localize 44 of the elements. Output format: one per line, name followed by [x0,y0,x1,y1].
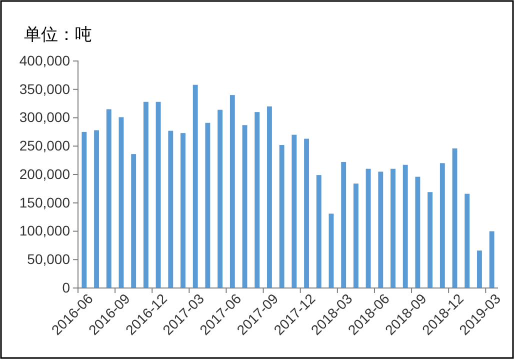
bar [304,138,309,288]
chart-title: 单位：吨 [24,25,92,44]
bar [168,130,174,288]
bar [452,148,458,288]
y-tick-label: 100,000 [19,222,70,239]
bar [192,84,198,288]
bar [82,132,87,288]
bar [366,168,371,288]
bar [205,122,210,288]
bar [316,175,322,288]
bar [254,112,260,288]
y-tick-label: 50,000 [27,251,70,268]
bar [402,164,408,288]
y-tick-label: 0 [62,279,70,296]
bar [131,154,136,288]
bar [464,194,470,288]
y-tick-label: 200,000 [19,166,70,182]
bar [477,250,482,288]
bar [106,109,112,288]
bar [279,144,284,288]
bar [353,184,358,288]
bar [180,133,186,288]
bar [242,125,248,288]
bar [390,168,396,288]
bar [415,176,420,288]
bar [230,95,235,288]
bar [378,172,384,288]
y-tick-label: 350,000 [19,80,70,97]
y-tick-label: 250,000 [19,138,70,154]
y-tick-label: 300,000 [19,109,70,126]
y-tick-label: 400,000 [19,52,70,68]
bar [328,214,334,288]
bar [143,102,148,288]
y-tick-label: 150,000 [19,194,70,210]
bar [292,134,297,288]
bar [94,130,99,288]
bar [440,163,445,288]
bar [341,162,346,288]
bar [428,192,433,288]
bar [267,106,272,288]
bar [218,110,223,288]
bar [156,102,161,288]
bar [118,117,124,288]
bar [489,231,494,288]
